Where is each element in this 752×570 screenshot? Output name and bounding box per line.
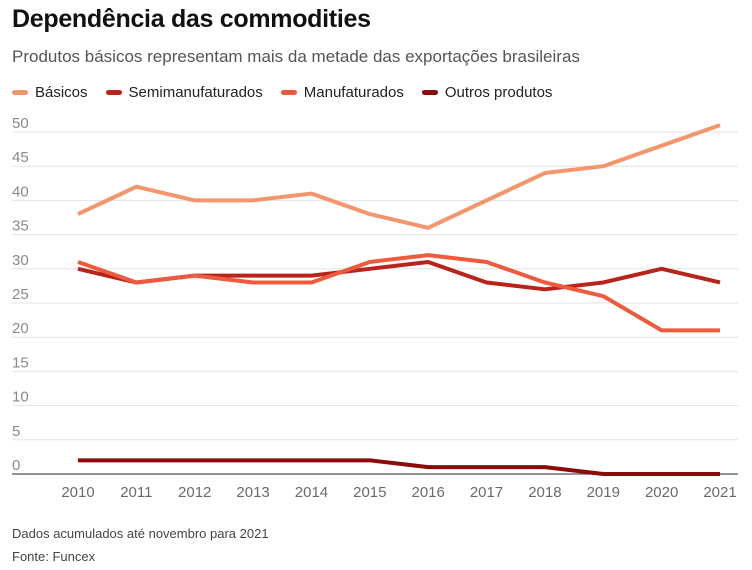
x-tick-label: 2016: [411, 484, 444, 501]
legend-item-manufaturados: Manufaturados: [280, 84, 404, 101]
y-tick-label: 50: [12, 115, 29, 132]
chart-legend: Básicos Semimanufaturados Manufaturados …: [12, 84, 570, 101]
chart-subtitle: Produtos básicos representam mais da met…: [12, 47, 580, 66]
y-tick-label: 0: [12, 457, 20, 474]
legend-item-basicos: Básicos: [12, 84, 88, 101]
legend-swatch: [105, 90, 122, 95]
legend-label: Semimanufaturados: [128, 84, 263, 101]
y-tick-label: 15: [12, 354, 29, 371]
x-tick-label: 2017: [470, 484, 503, 501]
x-tick-label: 2019: [587, 484, 620, 501]
chart-title: Dependência das commodities: [12, 5, 371, 33]
x-tick-label: 2018: [528, 484, 561, 501]
y-tick-label: 30: [12, 252, 29, 269]
legend-swatch: [421, 90, 438, 95]
series-line-0: [77, 123, 721, 230]
x-tick-label: 2013: [236, 484, 269, 501]
y-tick-label: 20: [12, 320, 29, 337]
x-tick-label: 2012: [178, 484, 211, 501]
legend-swatch: [280, 90, 297, 95]
y-tick-label: 25: [12, 286, 29, 303]
chart-note: Dados acumulados até novembro para 2021: [12, 526, 269, 541]
x-tick-label: 2021: [703, 484, 736, 501]
legend-label: Básicos: [35, 84, 88, 101]
series-line-3: [78, 458, 720, 476]
x-tick-label: 2020: [645, 484, 678, 501]
series-line-1: [77, 259, 721, 292]
legend-label: Manufaturados: [303, 84, 404, 101]
y-tick-label: 40: [12, 183, 29, 200]
chart-source: Fonte: Funcex: [12, 549, 96, 564]
y-tick-label: 5: [12, 423, 20, 440]
line-chart: 0 5 10 15 20 25 30 35 40 45 50 2010 2011 2012 2013 2014…: [12, 115, 738, 501]
legend-item-outros-produtos: Outros produtos: [421, 84, 553, 101]
legend-swatch: [12, 90, 28, 95]
x-tick-label: 2015: [353, 484, 386, 501]
y-tick-label: 10: [12, 389, 29, 406]
y-tick-label: 45: [12, 149, 29, 166]
x-tick-label: 2011: [120, 484, 152, 501]
legend-item-semimanufaturados: Semimanufaturados: [105, 84, 263, 101]
legend-label: Outros produtos: [444, 84, 553, 101]
y-tick-label: 35: [12, 218, 29, 235]
x-tick-label: 2014: [295, 484, 328, 501]
x-tick-label: 2010: [61, 484, 94, 501]
series-line-2: [77, 253, 720, 333]
